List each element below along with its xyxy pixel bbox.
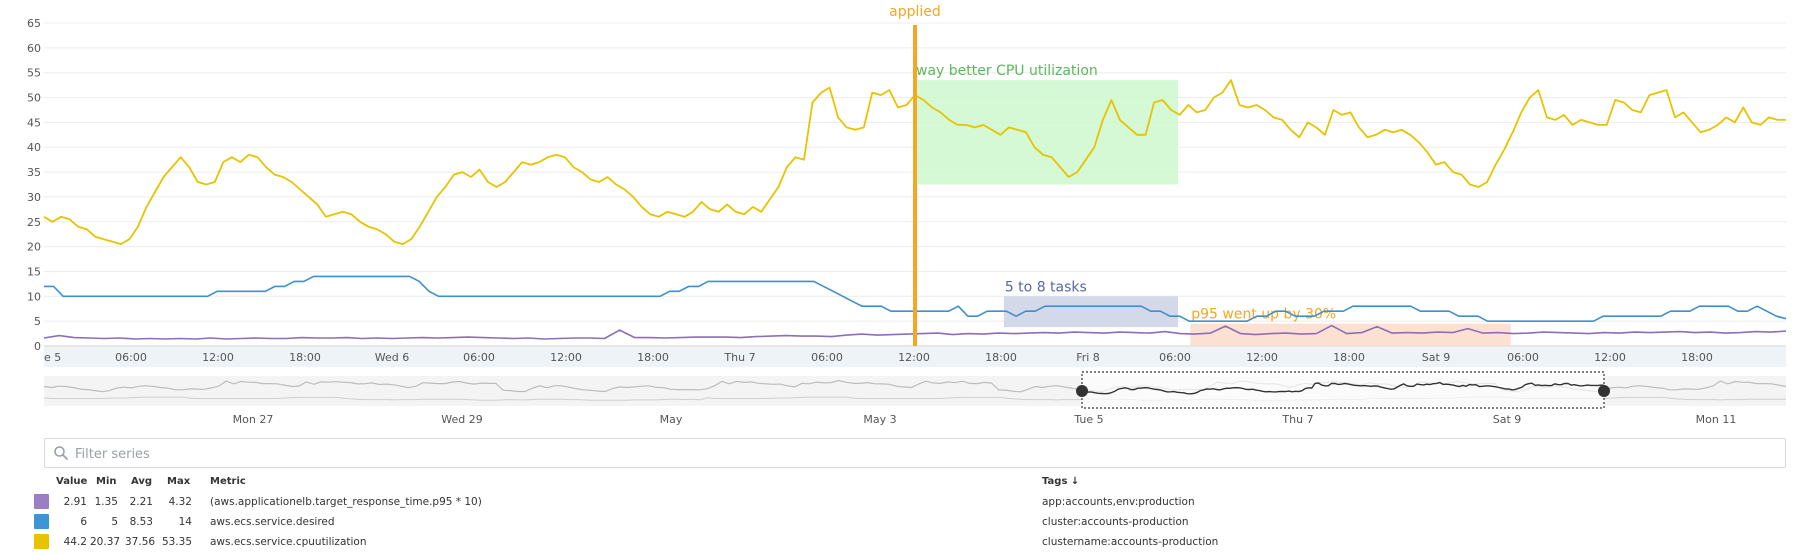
legend-min: 5 <box>111 516 118 528</box>
navigator-date-label: Mon 11 <box>1696 413 1737 426</box>
legend-metric: aws.ecs.service.cpuutilization <box>210 536 367 548</box>
x-tick-label: 06:00 <box>463 351 495 364</box>
x-tick-label: 18:00 <box>1681 351 1713 364</box>
navigator-right-handle[interactable] <box>1598 385 1610 397</box>
legend-col-avg[interactable]: Avg <box>131 476 153 487</box>
y-tick-label: 25 <box>27 216 41 229</box>
annotation-region[interactable] <box>915 80 1179 185</box>
annotation-region[interactable] <box>1190 323 1511 346</box>
legend-tags: clustername:accounts-production <box>1042 536 1219 548</box>
legend-row[interactable]: 44.2 20.37 37.56 53.35 aws.ecs.service.c… <box>30 534 1770 552</box>
filter-series-input[interactable] <box>73 441 1767 467</box>
x-tick-label: 12:00 <box>202 351 234 364</box>
x-tick-label: 18:00 <box>1333 351 1365 364</box>
y-tick-label: 30 <box>27 191 41 204</box>
series-color-swatch[interactable] <box>34 514 49 529</box>
y-tick-label: 55 <box>27 67 41 80</box>
timeseries-chart[interactable]: 0 5 10 15 20 25 30 35 40 45 50 55 60 65 way better CP… <box>0 0 1800 440</box>
legend-header: Value Min Avg Max Metric Tags ↓ <box>30 474 1770 492</box>
time-navigator[interactable]: Mon 27 Wed 29 May May 3 Tue 5 Thu 7 Sat 9 Mon 1… <box>43 371 1787 426</box>
event-marker[interactable]: applied <box>889 4 941 346</box>
x-tick-label: e 5 <box>44 351 61 364</box>
annotation-regions: way better CPU utilization 5 to 8 tasks p9… <box>915 63 1511 346</box>
legend-min: 20.37 <box>90 536 121 548</box>
legend-avg: 8.53 <box>129 516 153 528</box>
x-tick-label: 06:00 <box>811 351 843 364</box>
event-label: applied <box>889 4 941 20</box>
y-axis: 0 5 10 15 20 25 30 35 40 45 50 55 60 65 <box>27 17 41 353</box>
y-tick-label: 10 <box>27 290 41 303</box>
legend-avg: 37.56 <box>125 536 156 548</box>
legend-col-max[interactable]: Max <box>167 476 191 487</box>
annotation-label: 5 to 8 tasks <box>1005 279 1087 295</box>
legend-value: 2.91 <box>63 496 87 508</box>
search-icon <box>54 446 68 460</box>
filter-series-field[interactable] <box>44 438 1786 468</box>
y-tick-label: 40 <box>27 141 41 154</box>
y-tick-label: 60 <box>27 42 41 55</box>
x-tick-label: Fri 8 <box>1076 351 1100 364</box>
x-tick-label: 06:00 <box>1159 351 1191 364</box>
legend-metric: (aws.applicationelb.target_response_time… <box>210 496 482 508</box>
legend-col-value[interactable]: Value <box>56 476 88 487</box>
x-tick-label: Wed 6 <box>375 351 409 364</box>
x-tick-label: 12:00 <box>1594 351 1626 364</box>
legend-tags: cluster:accounts-production <box>1042 516 1189 528</box>
navigator-date-label: Sat 9 <box>1493 413 1522 426</box>
y-tick-label: 65 <box>27 17 41 30</box>
y-tick-label: 0 <box>34 340 41 353</box>
y-tick-label: 35 <box>27 166 41 179</box>
x-tick-label: 12:00 <box>898 351 930 364</box>
legend-row[interactable]: 6 5 8.53 14 aws.ecs.service.desired clus… <box>30 514 1770 532</box>
x-tick-label: 12:00 <box>550 351 582 364</box>
navigator-date-label: Mon 27 <box>233 413 274 426</box>
legend-max: 53.35 <box>161 536 192 548</box>
x-axis: e 5 06:00 12:00 18:00 Wed 6 06:00 12:00 18:00 Th… <box>44 347 1786 367</box>
legend-row[interactable]: 2.91 1.35 2.21 4.32 (aws.applicationelb.… <box>30 494 1770 512</box>
legend-col-tags[interactable]: Tags ↓ <box>1042 476 1080 487</box>
y-tick-label: 50 <box>27 92 41 105</box>
navigator-date-label: Thu 7 <box>1281 413 1313 426</box>
y-tick-label: 5 <box>34 315 41 328</box>
annotation-label: way better CPU utilization <box>916 63 1098 79</box>
annotation-label: p95 went up by 30% <box>1191 307 1336 323</box>
legend-metric: aws.ecs.service.desired <box>210 516 335 528</box>
legend-max: 14 <box>178 516 192 528</box>
legend-value: 44.2 <box>63 536 87 548</box>
legend-col-min[interactable]: Min <box>96 476 117 487</box>
x-tick-label: 06:00 <box>1507 351 1539 364</box>
legend-max: 4.32 <box>168 496 192 508</box>
x-tick-label: 06:00 <box>115 351 147 364</box>
x-tick-label: 18:00 <box>637 351 669 364</box>
legend-min: 1.35 <box>94 496 118 508</box>
x-axis-band <box>44 347 1786 367</box>
navigator-left-handle[interactable] <box>1076 385 1088 397</box>
legend-avg: 2.21 <box>129 496 153 508</box>
y-tick-label: 15 <box>27 265 41 278</box>
navigator-date-label: Wed 29 <box>441 413 482 426</box>
navigator-selected-trace <box>1081 381 1605 395</box>
series-color-swatch[interactable] <box>34 494 49 509</box>
y-tick-label: 20 <box>27 241 41 254</box>
legend-tags: app:accounts,env:production <box>1042 496 1195 508</box>
x-tick-label: 18:00 <box>289 351 321 364</box>
navigator-date-label: May <box>660 413 683 426</box>
navigator-date-label: Tue 5 <box>1073 413 1103 426</box>
legend-col-metric[interactable]: Metric <box>210 476 246 487</box>
x-tick-label: 12:00 <box>1246 351 1278 364</box>
legend-value: 6 <box>80 516 87 528</box>
y-tick-label: 45 <box>27 116 41 129</box>
x-tick-label: Thu 7 <box>723 351 755 364</box>
series-color-swatch[interactable] <box>34 534 49 549</box>
x-tick-label: Sat 9 <box>1422 351 1451 364</box>
navigator-date-label: May 3 <box>863 413 896 426</box>
x-tick-label: 18:00 <box>985 351 1017 364</box>
